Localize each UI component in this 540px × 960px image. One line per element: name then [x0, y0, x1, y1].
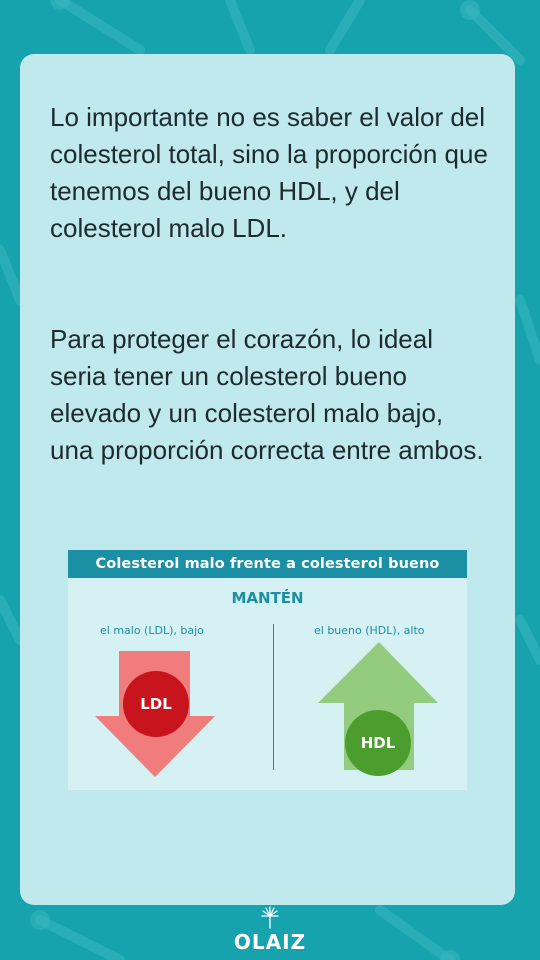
logo-text: OLAIZ — [233, 930, 307, 954]
dandelion-icon — [261, 906, 279, 929]
hdl-badge: HDL — [345, 710, 411, 776]
olaiz-logo: OLAIZ — [230, 906, 310, 956]
column-divider — [273, 624, 274, 770]
content-card: Lo importante no es saber el valor del c… — [20, 54, 515, 905]
cholesterol-infographic: Colesterol malo frente a colesterol buen… — [68, 550, 467, 790]
infographic-subtitle: MANTÉN — [231, 589, 304, 607]
hdl-label: el bueno (HDL), alto — [314, 624, 425, 637]
ldl-label: el malo (LDL), bajo — [100, 624, 204, 637]
paragraph-intro: Lo importante no es saber el valor del c… — [50, 102, 488, 243]
infographic-title: Colesterol malo frente a colesterol buen… — [68, 550, 467, 578]
paragraph-advice: Para proteger el corazón, lo ideal seria… — [50, 324, 484, 465]
ldl-badge: LDL — [123, 671, 189, 737]
